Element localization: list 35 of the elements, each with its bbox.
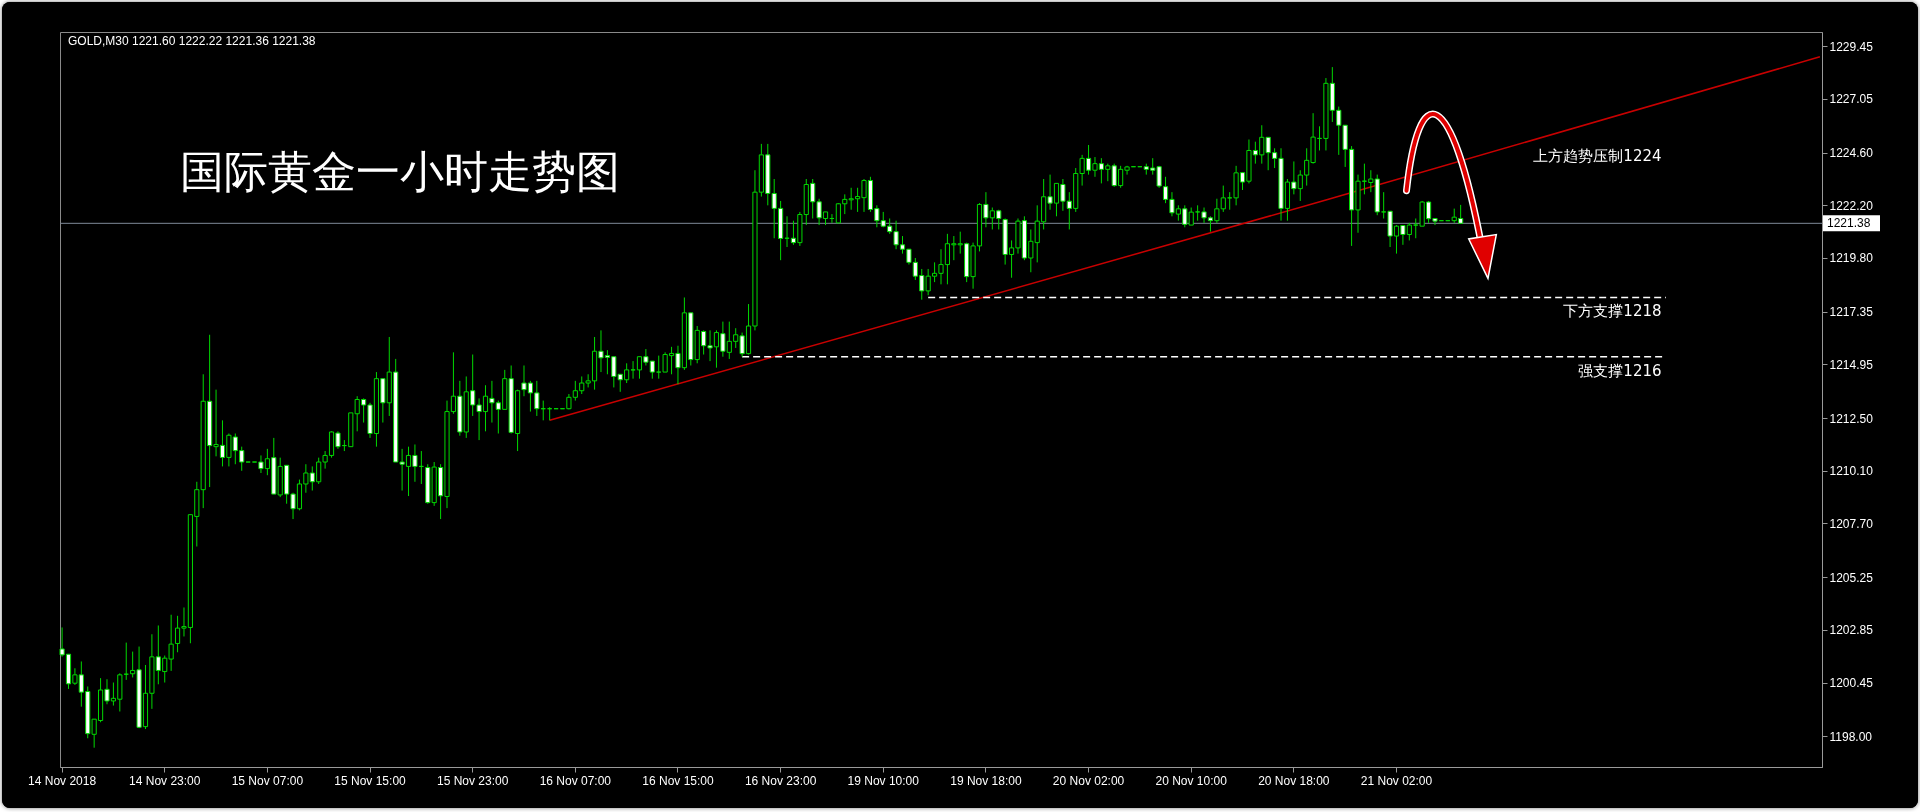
y-tick-label: 1217.35 [1829,305,1874,320]
y-tick-label: 1210.10 [1829,464,1874,479]
x-tick-label: 16 Nov 15:00 [642,773,714,788]
y-tick-label: 1212.50 [1829,411,1874,426]
x-tick-label: 20 Nov 10:00 [1155,773,1228,788]
chart-subtitle: GOLD,M30 1221.60 1222.22 1221.36 1221.38 [68,34,316,48]
candlestick [630,360,636,380]
x-tick-label: 15 Nov 15:00 [334,773,407,788]
y-tick-label: 1202.85 [1829,623,1874,638]
y-tick-label: 1224.60 [1829,146,1874,161]
x-tick-label: 20 Nov 02:00 [1052,773,1125,788]
ref-line-label: 1221.38 [1827,216,1871,231]
y-tick-label: 1198.00 [1829,729,1873,744]
x-tick-label: 19 Nov 10:00 [847,773,920,788]
x-tick-label: 15 Nov 07:00 [231,773,304,788]
x-tick-label: 14 Nov 23:00 [129,773,201,788]
x-tick-label: 15 Nov 23:00 [436,773,509,788]
x-tick-label: 14 Nov 2018 [28,773,97,788]
y-tick-label: 1207.70 [1829,516,1874,531]
y-tick-label: 1200.45 [1829,676,1874,691]
y-tick-label: 1214.95 [1829,357,1874,372]
series-label: 强支撑1216 [1578,361,1662,380]
x-tick-label: 20 Nov 18:00 [1258,773,1330,788]
x-tick-label: 19 Nov 18:00 [950,773,1022,788]
y-tick-label: 1227.05 [1829,92,1874,107]
y-tick-label: 1219.80 [1829,251,1874,266]
series-label: 下方支撑1218 [1563,302,1662,321]
series-label: 上方趋势压制1224 [1533,147,1662,166]
text: 国际黄金一小时走势图 [180,146,620,197]
x-tick-label: 16 Nov 07:00 [539,773,612,788]
y-tick-label: 1222.20 [1829,198,1874,213]
x-tick-label: 21 Nov 02:00 [1360,773,1433,788]
x-tick-label: 16 Nov 23:00 [744,773,817,788]
y-tick-label: 1205.25 [1829,570,1874,585]
y-tick-label: 1229.45 [1829,39,1874,54]
